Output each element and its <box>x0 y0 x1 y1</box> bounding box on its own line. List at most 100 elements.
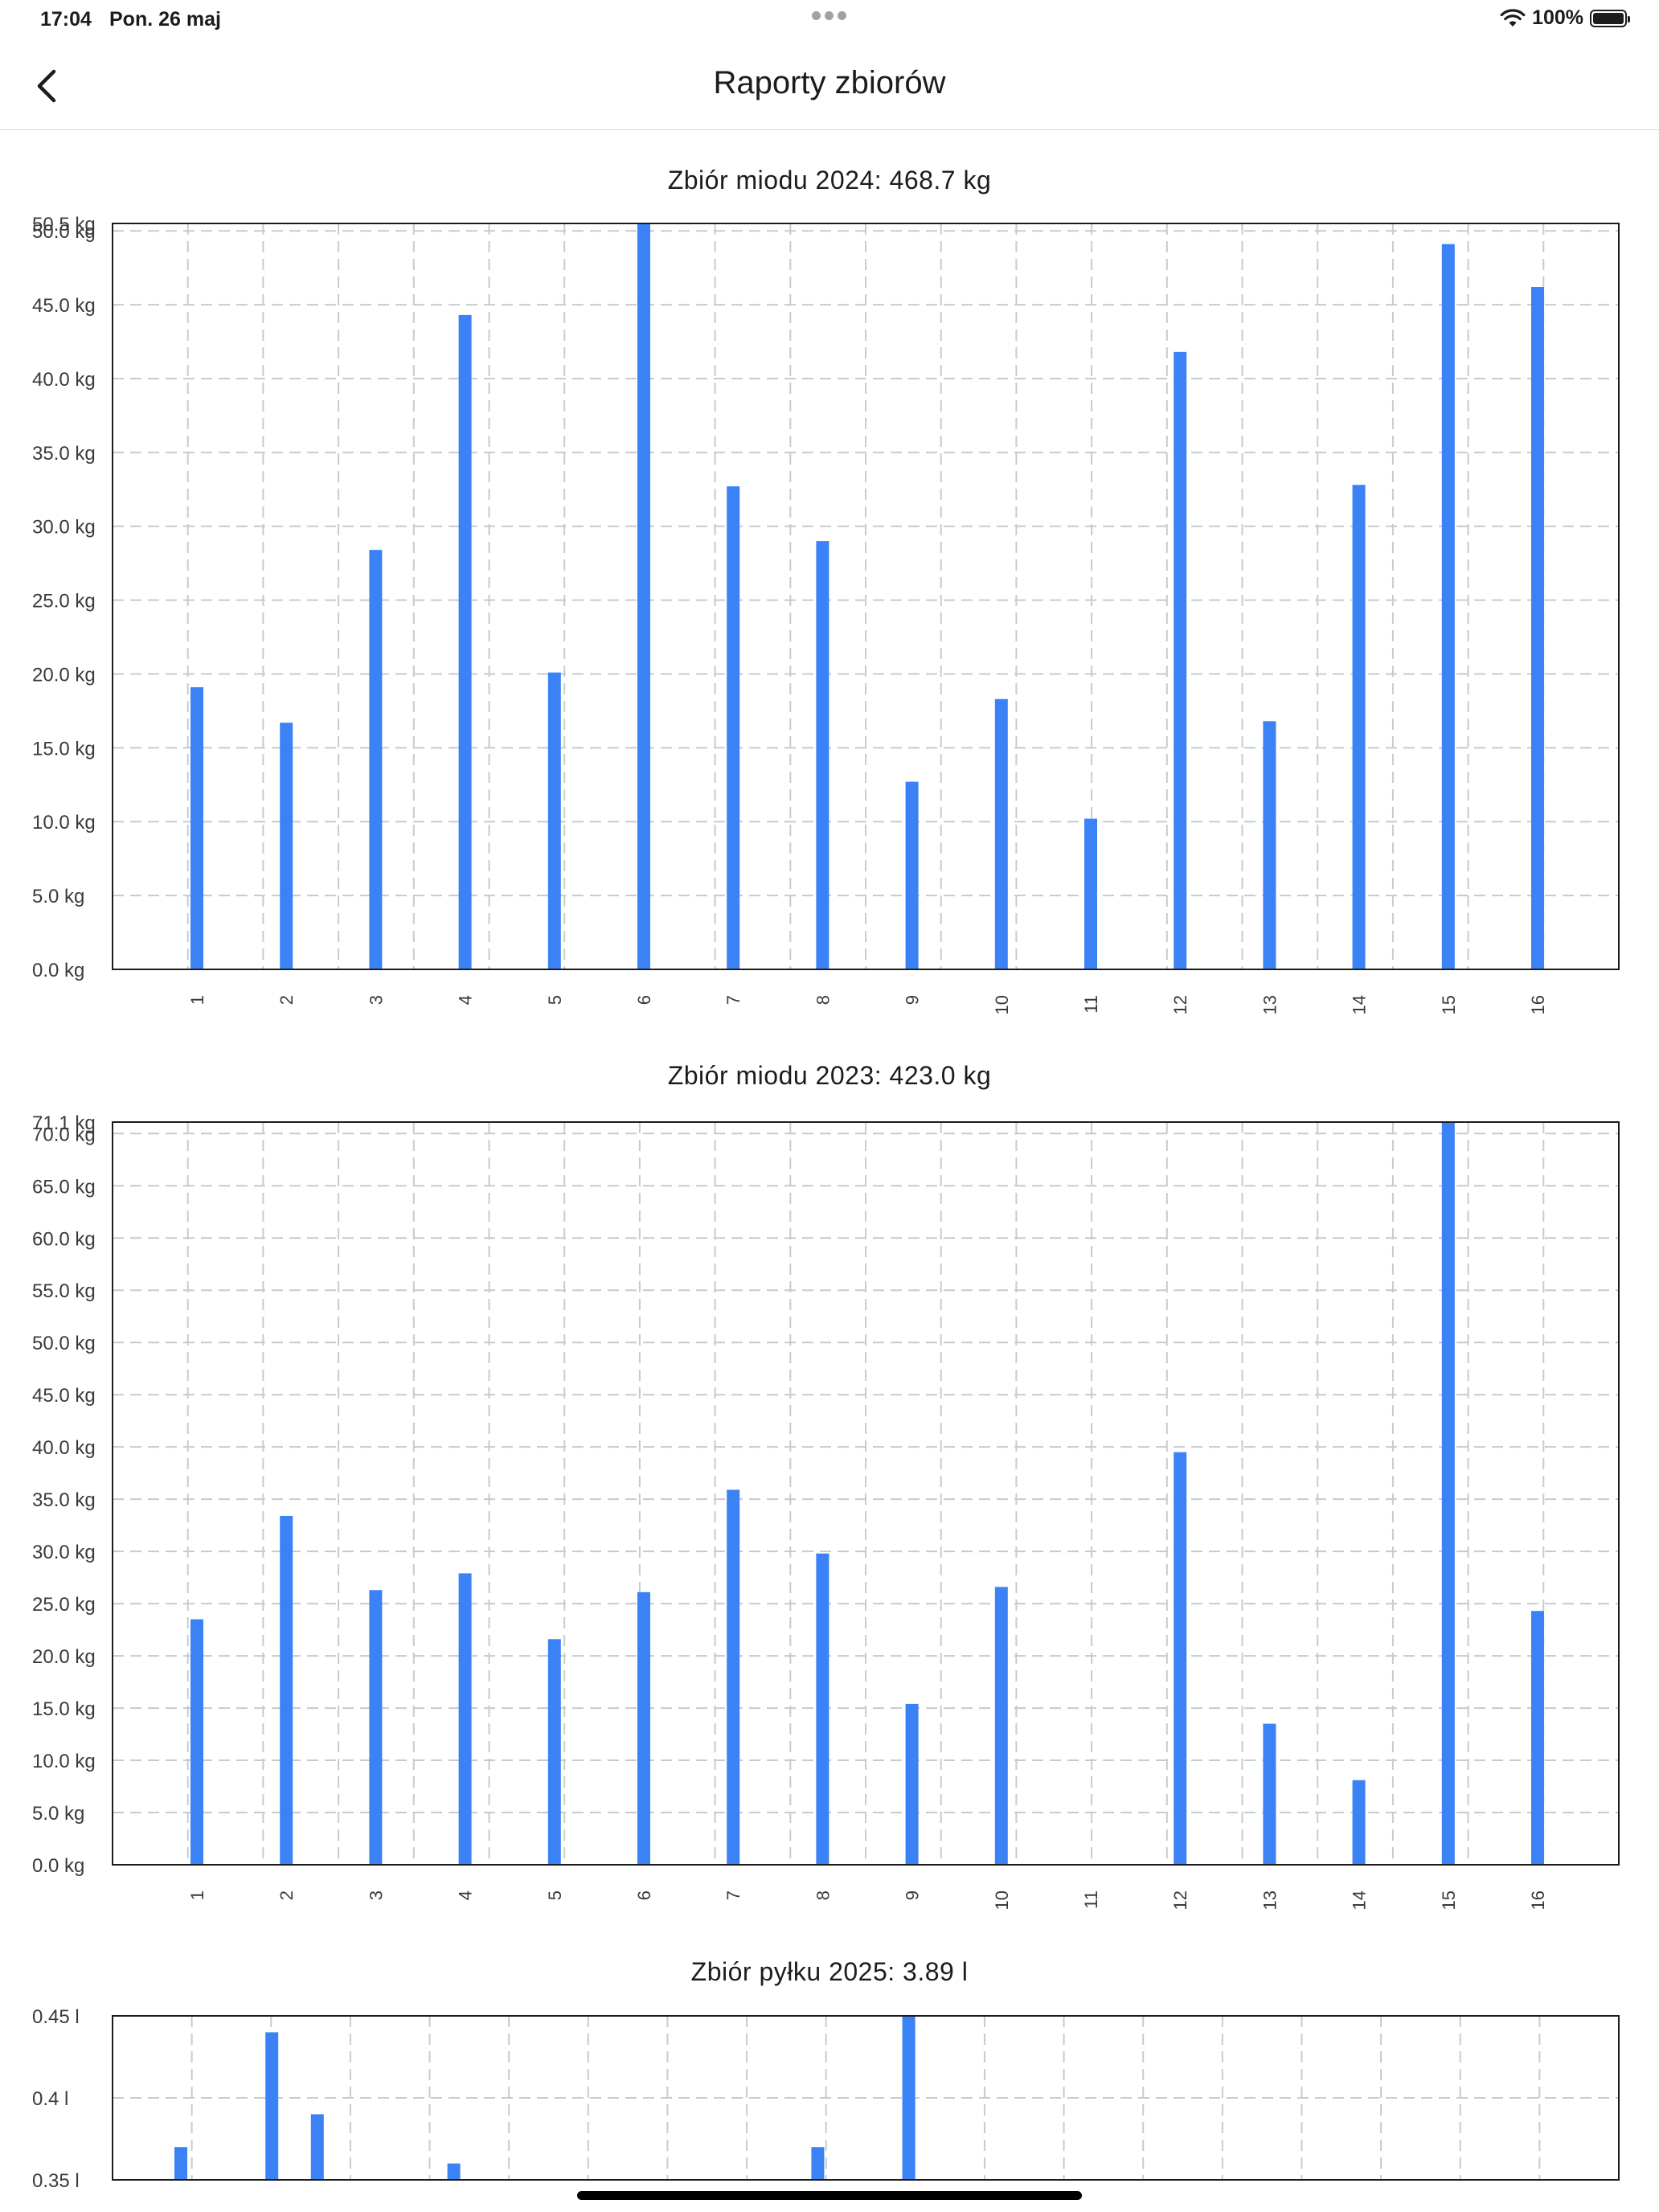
y-tick-label: 50.0 kg <box>32 221 96 243</box>
y-tick-label: 40.0 kg <box>32 369 96 391</box>
x-tick-label: 14 <box>1350 995 1370 1014</box>
x-tick-label: 7 <box>723 1890 743 1900</box>
bar <box>458 314 472 969</box>
y-tick-label: 0.0 kg <box>32 960 84 981</box>
bar <box>1531 1611 1544 1865</box>
x-tick-label: 3 <box>366 995 386 1005</box>
bar <box>190 1619 203 1865</box>
y-tick-label: 0.45 l <box>32 2006 80 2028</box>
bar <box>1441 1122 1455 1865</box>
bar <box>458 1573 472 1865</box>
wifi-icon <box>1500 8 1526 27</box>
y-tick-label: 0.35 l <box>32 2170 80 2192</box>
x-tick-label: 5 <box>545 1890 565 1900</box>
bar <box>994 698 1008 969</box>
x-tick-label: 4 <box>456 995 476 1005</box>
honey-2023-bar-chart: 0.0 kg 5.0 kg 10.0 kg 15.0 kg 20.0 kg 25.0 kg… <box>32 1112 1620 1910</box>
bar <box>369 1590 383 1865</box>
y-tick-label: 20.0 kg <box>32 664 96 686</box>
x-tick-label: 14 <box>1350 1890 1370 1910</box>
bar <box>310 2114 324 2180</box>
bar <box>280 723 293 969</box>
x-tick-label: 8 <box>813 1890 833 1900</box>
x-tick-label: 4 <box>456 1890 476 1900</box>
y-tick-label: 35.0 kg <box>32 1489 96 1511</box>
home-indicator <box>577 2191 1082 2200</box>
x-tick-label: 2 <box>276 1890 297 1900</box>
y-tick-label: 10.0 kg <box>32 1751 96 1772</box>
bar <box>280 1515 293 1865</box>
x-tick-label: 6 <box>634 1890 654 1900</box>
x-tick-label: 9 <box>903 1890 923 1900</box>
x-tick-label: 15 <box>1439 1890 1459 1910</box>
bar <box>1084 818 1097 969</box>
x-tick-label: 10 <box>992 995 1012 1014</box>
x-tick-label: 1 <box>187 995 207 1005</box>
bar <box>1352 1780 1366 1865</box>
y-tick-label: 5.0 kg <box>32 886 84 907</box>
y-tick-label: 15.0 kg <box>32 738 96 760</box>
x-tick-label: 11 <box>1081 1890 1101 1909</box>
bar <box>1263 1723 1276 1865</box>
x-tick-label: 13 <box>1260 995 1280 1014</box>
y-tick-label: 65.0 kg <box>32 1176 96 1198</box>
multitasking-dots-icon[interactable] <box>812 11 846 20</box>
x-tick-label: 12 <box>1170 995 1190 1014</box>
pollen-2025-bar-chart: 0.35 l 0.4 l 0.45 l <box>32 2006 1620 2192</box>
bar <box>547 672 561 969</box>
bar <box>547 1639 561 1865</box>
bar <box>1352 485 1366 969</box>
plot-frame <box>112 223 1620 970</box>
y-tick-label: 20.0 kg <box>32 1646 96 1668</box>
y-tick-label: 15.0 kg <box>32 1698 96 1720</box>
status-indicators: 100% <box>1500 6 1630 30</box>
chart-title-honey-2023: Zbiór miodu 2023: 423.0 kg <box>667 1061 992 1090</box>
y-tick-label: 45.0 kg <box>32 1385 96 1407</box>
bar <box>1531 287 1544 969</box>
battery-percent: 100% <box>1532 6 1583 29</box>
bar <box>816 1553 830 1865</box>
y-tick-label: 30.0 kg <box>32 1542 96 1563</box>
page-title: Raporty zbiorów <box>713 65 946 100</box>
back-button[interactable] <box>21 60 72 112</box>
bar <box>905 1703 919 1865</box>
bar <box>905 781 919 969</box>
x-tick-label: 11 <box>1081 995 1101 1014</box>
bar <box>369 550 383 969</box>
bar <box>637 223 650 969</box>
x-tick-label: 1 <box>187 1890 207 1900</box>
y-tick-label: 10.0 kg <box>32 812 96 834</box>
x-tick-label: 12 <box>1170 1890 1190 1910</box>
y-tick-label: 35.0 kg <box>32 443 96 465</box>
status-bar: 17:04 Pon. 26 maj 100% <box>0 0 1659 40</box>
status-date: Pon. 26 maj <box>109 8 221 31</box>
y-tick-label: 0.4 l <box>32 2088 68 2110</box>
bar <box>727 1489 740 1865</box>
bar <box>902 2016 916 2180</box>
x-tick-label: 9 <box>903 995 923 1005</box>
bar <box>1174 351 1187 969</box>
x-tick-label: 15 <box>1439 995 1459 1014</box>
y-tick-label: 30.0 kg <box>32 517 96 539</box>
bar <box>265 2032 279 2180</box>
bar <box>816 541 830 969</box>
bar <box>637 1591 650 1865</box>
honey-2024-bar-chart: 0.0 kg 5.0 kg 10.0 kg 15.0 kg 20.0 kg 25.0 kg… <box>32 214 1620 1014</box>
bar <box>811 2147 825 2180</box>
bar <box>1263 721 1276 969</box>
battery-icon <box>1590 9 1630 27</box>
bar <box>447 2163 461 2180</box>
y-tick-label: 50.0 kg <box>32 1333 96 1354</box>
y-tick-label: 60.0 kg <box>32 1228 96 1250</box>
x-tick-label: 13 <box>1260 1890 1280 1910</box>
y-tick-label: 45.0 kg <box>32 295 96 317</box>
bar <box>727 486 740 969</box>
chart-title-honey-2024: Zbiór miodu 2024: 468.7 kg <box>667 166 992 195</box>
y-tick-label: 40.0 kg <box>32 1437 96 1459</box>
x-tick-label: 2 <box>276 995 297 1005</box>
y-tick-label: 25.0 kg <box>32 591 96 612</box>
x-tick-label: 16 <box>1528 995 1548 1014</box>
plot-frame <box>112 2015 1620 2181</box>
navigation-bar: Raporty zbiorów <box>0 44 1659 130</box>
bar <box>994 1587 1008 1865</box>
